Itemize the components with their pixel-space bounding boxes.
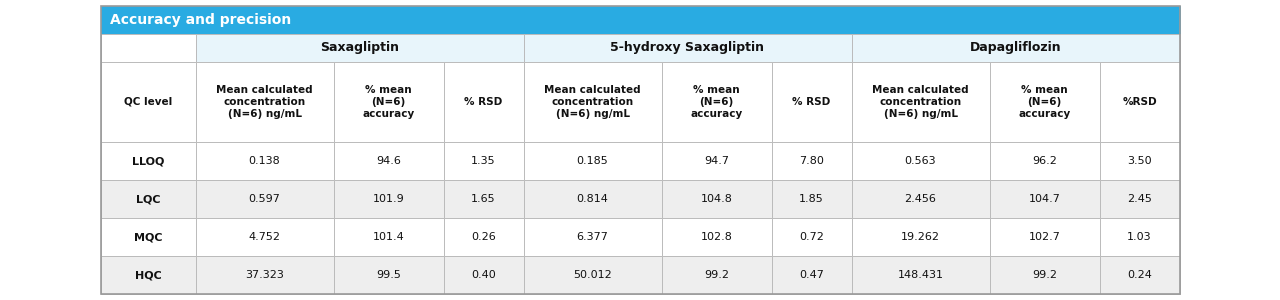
- Text: 37.323: 37.323: [244, 270, 284, 280]
- Text: 0.47: 0.47: [799, 270, 824, 280]
- Bar: [443, 142, 524, 180]
- Bar: [772, 62, 851, 142]
- Bar: [334, 256, 443, 294]
- Bar: [101, 256, 196, 294]
- Bar: [662, 218, 772, 256]
- Text: 1.35: 1.35: [471, 156, 495, 166]
- Text: Mean calculated
concentration
(N=6) ng/mL: Mean calculated concentration (N=6) ng/m…: [872, 85, 969, 119]
- Text: 94.7: 94.7: [704, 156, 730, 166]
- Bar: [101, 34, 196, 62]
- Bar: [772, 180, 851, 218]
- Bar: [772, 256, 851, 294]
- Bar: [101, 6, 1179, 294]
- Text: 1.65: 1.65: [471, 194, 495, 204]
- Text: Accuracy and precision: Accuracy and precision: [110, 13, 292, 27]
- Text: 99.5: 99.5: [376, 270, 401, 280]
- Text: 0.185: 0.185: [576, 156, 608, 166]
- Bar: [196, 34, 524, 62]
- Text: 6.377: 6.377: [576, 232, 608, 242]
- Text: 96.2: 96.2: [1032, 156, 1057, 166]
- Text: 0.26: 0.26: [471, 232, 495, 242]
- Text: 102.7: 102.7: [1029, 232, 1060, 242]
- Bar: [1100, 256, 1179, 294]
- Bar: [524, 62, 662, 142]
- Bar: [334, 218, 443, 256]
- Text: 0.40: 0.40: [471, 270, 495, 280]
- Bar: [443, 218, 524, 256]
- Text: 4.752: 4.752: [248, 232, 280, 242]
- Text: LQC: LQC: [136, 194, 160, 204]
- Bar: [196, 218, 334, 256]
- Bar: [662, 142, 772, 180]
- Bar: [196, 62, 334, 142]
- Bar: [989, 256, 1100, 294]
- Bar: [1100, 62, 1179, 142]
- Text: Saxagliptin: Saxagliptin: [320, 41, 399, 55]
- Bar: [101, 180, 196, 218]
- Text: 102.8: 102.8: [700, 232, 732, 242]
- Text: 104.7: 104.7: [1029, 194, 1060, 204]
- Bar: [1100, 142, 1179, 180]
- Text: % mean
(N=6)
accuracy: % mean (N=6) accuracy: [690, 85, 742, 119]
- Bar: [524, 256, 662, 294]
- Bar: [662, 256, 772, 294]
- Bar: [851, 256, 989, 294]
- Bar: [989, 180, 1100, 218]
- Bar: [851, 34, 1179, 62]
- Bar: [101, 218, 196, 256]
- Text: 94.6: 94.6: [376, 156, 401, 166]
- Text: % RSD: % RSD: [792, 97, 831, 107]
- Text: 0.563: 0.563: [905, 156, 936, 166]
- Bar: [524, 34, 851, 62]
- Bar: [989, 218, 1100, 256]
- Text: 148.431: 148.431: [897, 270, 943, 280]
- Bar: [851, 180, 989, 218]
- Text: 99.2: 99.2: [1032, 270, 1057, 280]
- Bar: [524, 218, 662, 256]
- Text: % mean
(N=6)
accuracy: % mean (N=6) accuracy: [362, 85, 415, 119]
- Text: 5-hydroxy Saxagliptin: 5-hydroxy Saxagliptin: [611, 41, 764, 55]
- Bar: [196, 256, 334, 294]
- Text: Dapagliflozin: Dapagliflozin: [970, 41, 1061, 55]
- Text: 99.2: 99.2: [704, 270, 730, 280]
- Text: 50.012: 50.012: [573, 270, 612, 280]
- Bar: [772, 218, 851, 256]
- Bar: [989, 62, 1100, 142]
- Text: %RSD: %RSD: [1123, 97, 1157, 107]
- Bar: [851, 142, 989, 180]
- Bar: [662, 180, 772, 218]
- Text: 0.814: 0.814: [576, 194, 608, 204]
- Bar: [196, 142, 334, 180]
- Text: 2.456: 2.456: [905, 194, 937, 204]
- Text: LLOQ: LLOQ: [132, 156, 164, 166]
- Bar: [101, 142, 196, 180]
- Text: 7.80: 7.80: [799, 156, 824, 166]
- Text: QC level: QC level: [124, 97, 172, 107]
- Bar: [772, 142, 851, 180]
- Text: % RSD: % RSD: [465, 97, 503, 107]
- Bar: [443, 256, 524, 294]
- Text: 3.50: 3.50: [1128, 156, 1152, 166]
- Text: 0.24: 0.24: [1128, 270, 1152, 280]
- Text: 0.597: 0.597: [248, 194, 280, 204]
- Text: 0.138: 0.138: [248, 156, 280, 166]
- Text: 19.262: 19.262: [901, 232, 940, 242]
- Bar: [334, 142, 443, 180]
- Text: Mean calculated
concentration
(N=6) ng/mL: Mean calculated concentration (N=6) ng/m…: [544, 85, 641, 119]
- Bar: [851, 218, 989, 256]
- Bar: [196, 180, 334, 218]
- Bar: [524, 180, 662, 218]
- Text: 0.72: 0.72: [799, 232, 824, 242]
- Text: 1.03: 1.03: [1128, 232, 1152, 242]
- Bar: [443, 180, 524, 218]
- Text: 1.85: 1.85: [799, 194, 824, 204]
- Text: 101.4: 101.4: [372, 232, 404, 242]
- Bar: [334, 62, 443, 142]
- Bar: [989, 142, 1100, 180]
- Bar: [851, 62, 989, 142]
- Bar: [1100, 218, 1179, 256]
- Bar: [524, 142, 662, 180]
- Text: 101.9: 101.9: [372, 194, 404, 204]
- Bar: [101, 62, 196, 142]
- Text: Mean calculated
concentration
(N=6) ng/mL: Mean calculated concentration (N=6) ng/m…: [216, 85, 312, 119]
